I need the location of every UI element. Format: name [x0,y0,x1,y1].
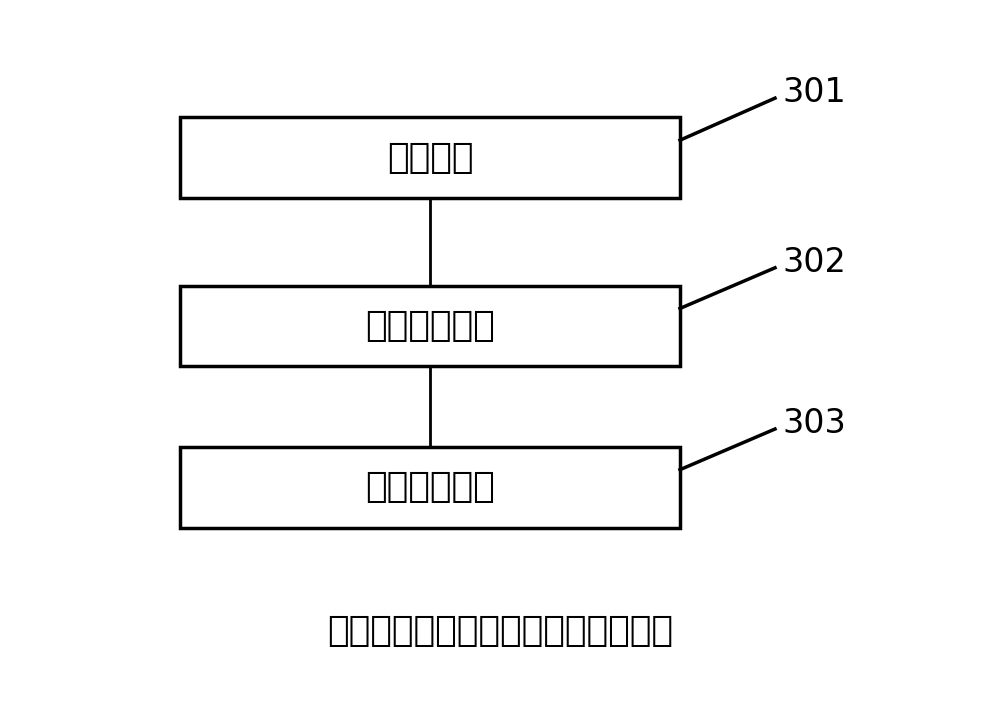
Text: 第一确定模块: 第一确定模块 [365,309,495,343]
Text: 胎儿超声图像的成像质量的确定装置: 胎儿超声图像的成像质量的确定装置 [327,614,673,648]
Text: 获取模块: 获取模块 [387,141,473,175]
Bar [180,447,680,527]
Text: 301: 301 [782,76,846,109]
Text: 302: 302 [782,245,846,279]
Bar [180,117,680,198]
Text: 303: 303 [782,407,846,440]
Text: 第二确定模块: 第二确定模块 [365,470,495,504]
Bar [180,286,680,366]
